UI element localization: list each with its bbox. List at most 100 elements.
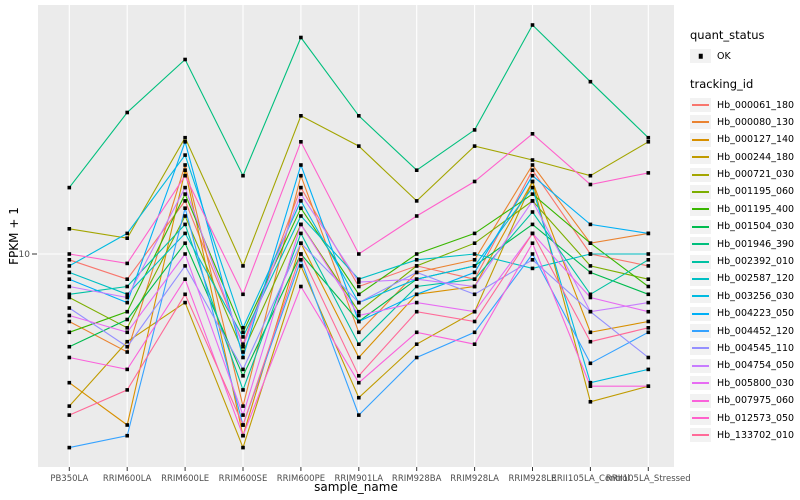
data-point xyxy=(125,295,129,300)
data-point xyxy=(67,292,72,297)
data-point xyxy=(125,236,129,240)
legend-key-box xyxy=(690,49,711,63)
data-point xyxy=(646,326,651,330)
data-point xyxy=(588,252,593,256)
data-point xyxy=(357,380,361,385)
data-point xyxy=(588,339,593,344)
data-point xyxy=(588,264,593,268)
data-point xyxy=(357,395,361,400)
data-point xyxy=(125,330,129,335)
data-point xyxy=(588,182,593,187)
data-point xyxy=(299,140,303,144)
data-point xyxy=(183,192,187,196)
data-point xyxy=(472,252,477,256)
ok-point-icon xyxy=(698,53,703,59)
data-point xyxy=(125,433,129,438)
data-point xyxy=(241,413,245,417)
data-point xyxy=(588,384,593,388)
data-point xyxy=(125,339,129,344)
legend-key-box xyxy=(690,202,711,217)
legend-key-box xyxy=(690,150,711,165)
legend-item: Hb_004545_110 xyxy=(690,340,800,356)
legend-item-label: Hb_001504_030 xyxy=(717,221,795,233)
data-point xyxy=(357,277,361,281)
data-point xyxy=(530,185,535,190)
data-point xyxy=(646,319,651,324)
legend-key-line xyxy=(692,121,709,124)
data-point xyxy=(472,179,477,184)
legend-key-box xyxy=(690,289,711,304)
x-tick-label: RRII105LA_Stressed xyxy=(606,474,691,484)
data-point xyxy=(646,367,651,372)
data-point xyxy=(530,266,535,271)
data-point xyxy=(646,384,651,388)
x-axis-title: sample_name xyxy=(314,480,398,494)
legend-key-box xyxy=(690,237,711,252)
legend-key-box xyxy=(690,428,711,443)
data-point xyxy=(472,309,477,314)
data-point xyxy=(588,79,593,84)
data-point xyxy=(646,264,651,268)
legend-title-tracking-id: tracking_id xyxy=(690,77,754,91)
data-point xyxy=(183,153,187,157)
x-tick-label: RRIM928LE xyxy=(509,474,557,484)
data-point xyxy=(472,292,477,297)
legend-item: Hb_007975_060 xyxy=(690,393,800,409)
data-point xyxy=(530,199,535,203)
data-point xyxy=(588,361,593,366)
data-point xyxy=(646,292,651,297)
legend-items-tracking-id: Hb_000061_180 Hb_000080_130 Hb_000127_140 H… xyxy=(690,97,800,443)
data-point xyxy=(414,199,419,203)
data-point xyxy=(125,317,129,322)
data-point xyxy=(472,284,477,289)
data-point xyxy=(472,277,477,281)
x-tick-label: RRIM600PE xyxy=(277,474,325,484)
legend: quant_status OK tracking_id Hb_000061_18… xyxy=(690,28,800,445)
data-point xyxy=(125,388,129,392)
data-point xyxy=(357,313,361,318)
legend-key-line xyxy=(692,295,709,298)
data-point xyxy=(67,380,72,385)
legend-key-line xyxy=(692,312,709,315)
data-point xyxy=(414,342,419,346)
legend-item-label: Hb_004754_050 xyxy=(717,360,795,372)
data-point xyxy=(472,144,477,148)
data-point xyxy=(530,163,535,167)
data-point xyxy=(472,231,477,236)
data-point xyxy=(183,206,187,210)
data-point xyxy=(183,264,187,268)
data-point xyxy=(530,173,535,178)
legend-key-box xyxy=(690,184,711,199)
legend-key-box xyxy=(690,115,711,130)
data-point xyxy=(299,258,303,262)
x-tick-label: RRIM928LA xyxy=(450,474,499,484)
x-tick-label: RRII105LA_Control xyxy=(551,474,630,484)
legend-item: Hb_000080_130 xyxy=(690,114,800,130)
data-point xyxy=(67,270,72,275)
data-point xyxy=(299,185,303,190)
legend-key-box xyxy=(690,254,711,269)
data-point xyxy=(125,110,129,115)
data-point xyxy=(646,284,651,289)
data-point xyxy=(530,258,535,262)
legend-key-line xyxy=(692,260,709,263)
legend-key-line xyxy=(692,399,709,402)
data-point xyxy=(183,173,187,178)
legend-item-label: Hb_001195_400 xyxy=(717,203,795,215)
data-point xyxy=(67,313,72,318)
data-point xyxy=(241,433,245,438)
data-point xyxy=(357,355,361,360)
data-point xyxy=(241,350,245,354)
data-point xyxy=(357,144,361,148)
data-point xyxy=(530,241,535,245)
data-point xyxy=(299,241,303,245)
legend-item-label: Hb_000721_030 xyxy=(717,169,795,181)
data-point xyxy=(588,241,593,245)
data-point xyxy=(67,252,72,256)
legend-item: Hb_000244_180 xyxy=(690,149,800,165)
legend-item-label: Hb_007975_060 xyxy=(717,395,795,407)
legend-key-line xyxy=(692,156,709,159)
data-point xyxy=(299,163,303,167)
data-point xyxy=(646,309,651,314)
data-point xyxy=(241,173,245,178)
